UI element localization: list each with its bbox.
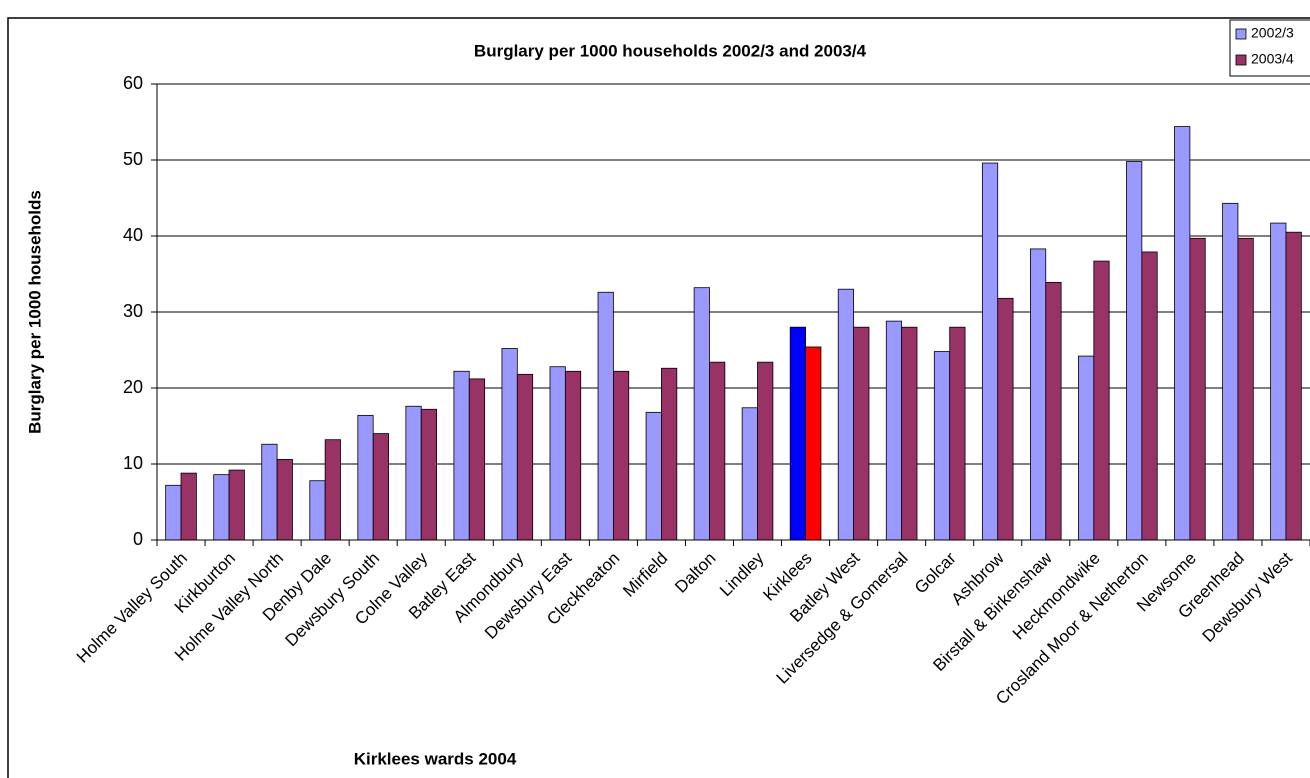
y-tick-label: 40 bbox=[123, 225, 143, 245]
bar bbox=[180, 472, 197, 541]
chart-title: Burglary per 1000 households 2002/3 and … bbox=[474, 41, 867, 60]
bar bbox=[805, 346, 822, 541]
bar bbox=[516, 373, 534, 541]
bar bbox=[901, 326, 918, 541]
bar bbox=[789, 326, 806, 541]
bar bbox=[1141, 251, 1158, 541]
bar bbox=[549, 366, 566, 541]
bar bbox=[405, 405, 422, 541]
bar bbox=[1222, 202, 1239, 541]
y-tick-label: 20 bbox=[123, 377, 143, 397]
bar bbox=[261, 443, 278, 541]
legend-swatch bbox=[1235, 54, 1247, 66]
bar bbox=[853, 326, 870, 541]
legend-swatch bbox=[1235, 28, 1247, 40]
bar bbox=[757, 361, 774, 541]
bar bbox=[837, 288, 855, 541]
bar bbox=[997, 297, 1014, 541]
bar bbox=[1189, 237, 1206, 541]
bar bbox=[981, 162, 999, 541]
bar bbox=[165, 484, 182, 541]
bar bbox=[213, 474, 230, 541]
bar bbox=[1093, 260, 1110, 541]
y-tick-label: 0 bbox=[133, 529, 143, 549]
bar bbox=[276, 459, 293, 541]
bar bbox=[1174, 126, 1191, 541]
y-axis-title: Burglary per 1000 households bbox=[25, 190, 44, 434]
bar bbox=[1285, 231, 1302, 541]
bar bbox=[1270, 222, 1287, 541]
y-tick-label: 30 bbox=[123, 301, 143, 321]
bar bbox=[420, 408, 438, 541]
bar bbox=[885, 320, 903, 541]
bar bbox=[693, 287, 710, 541]
bar bbox=[612, 370, 630, 541]
bar bbox=[324, 439, 341, 541]
bar bbox=[228, 469, 245, 541]
bar bbox=[1126, 161, 1143, 541]
legend-label: 2003/4 bbox=[1251, 51, 1294, 67]
bar bbox=[949, 326, 966, 541]
bar bbox=[372, 433, 389, 541]
bar bbox=[309, 480, 326, 541]
bar bbox=[933, 351, 951, 541]
bar bbox=[1237, 237, 1254, 541]
bar bbox=[1078, 355, 1095, 541]
y-tick-label: 50 bbox=[123, 149, 143, 169]
bar bbox=[453, 370, 470, 541]
bar bbox=[597, 291, 614, 541]
bar bbox=[564, 370, 582, 541]
y-tick-label: 60 bbox=[123, 73, 143, 93]
bar bbox=[1045, 281, 1062, 541]
bar bbox=[645, 411, 662, 541]
y-tick-label: 10 bbox=[123, 453, 143, 473]
bar bbox=[1029, 248, 1047, 541]
chart-frame bbox=[7, 17, 1310, 778]
x-axis-title: Kirklees wards 2004 bbox=[354, 749, 517, 768]
bar bbox=[501, 348, 518, 541]
legend-label: 2002/3 bbox=[1251, 25, 1294, 41]
bar bbox=[357, 414, 374, 541]
bar bbox=[468, 378, 486, 541]
bar bbox=[709, 361, 726, 541]
bar bbox=[661, 367, 678, 541]
bar bbox=[741, 407, 758, 541]
